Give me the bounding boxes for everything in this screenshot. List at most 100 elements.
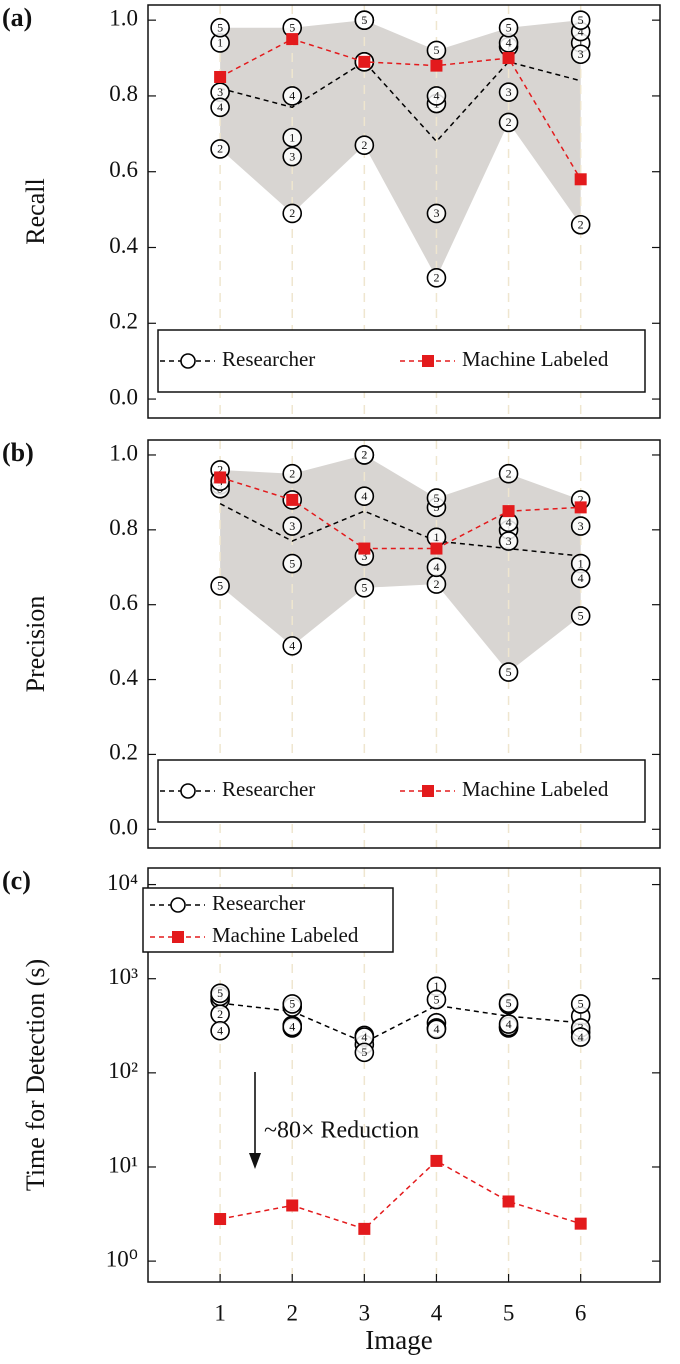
x-tick-label: 1 xyxy=(214,1300,226,1325)
circle-marker xyxy=(282,203,303,224)
y-tick-label: 1.0 xyxy=(109,440,138,465)
circle-marker xyxy=(282,516,303,536)
annotator-label: 5 xyxy=(506,665,512,679)
panel-label: (b) xyxy=(2,438,34,467)
annotator-label: 5 xyxy=(217,20,223,34)
circle-marker xyxy=(570,568,591,589)
square-marker xyxy=(502,1195,515,1208)
square-marker xyxy=(172,931,184,943)
annotator-label: 1 xyxy=(217,36,223,50)
square-marker xyxy=(574,501,587,514)
annotator-label: 5 xyxy=(433,43,439,57)
y-tick-label: 0.2 xyxy=(109,740,138,765)
y-tick-label: 0.6 xyxy=(109,590,138,615)
circle-marker xyxy=(354,135,375,155)
square-marker xyxy=(214,471,227,484)
y-axis-label: Precision xyxy=(21,596,50,693)
panel-label: (a) xyxy=(2,3,32,32)
annotator-label: 3 xyxy=(289,519,295,533)
series-line xyxy=(219,502,581,557)
circle-marker xyxy=(210,576,230,596)
annotator-label: 3 xyxy=(506,534,512,548)
x-tick-label: 3 xyxy=(359,1300,371,1325)
x-tick-label: 6 xyxy=(575,1300,587,1325)
legend-label: Machine Labeled xyxy=(462,777,609,801)
annotator-label: 1 xyxy=(433,530,439,544)
circle-marker xyxy=(570,1027,591,1047)
annotator-label: 4 xyxy=(506,515,512,529)
annotator-label: 5 xyxy=(217,579,223,593)
arrow-head xyxy=(249,1153,261,1169)
square-marker xyxy=(422,355,434,367)
annotator-label: 1 xyxy=(578,1009,584,1023)
circle-marker xyxy=(282,636,303,656)
square-marker xyxy=(574,1217,587,1230)
circle-marker xyxy=(426,86,447,106)
square-marker xyxy=(358,55,371,68)
circle-marker xyxy=(570,10,591,30)
annotator-label: 5 xyxy=(506,996,512,1010)
legend-label: Machine Labeled xyxy=(462,347,609,371)
circle-marker xyxy=(498,112,519,133)
circle-marker xyxy=(210,139,230,159)
annotator-label: 4 xyxy=(289,89,295,103)
series-line xyxy=(219,60,581,143)
plot-frame xyxy=(147,439,661,849)
y-tick-label: 10⁰ xyxy=(106,1246,138,1271)
annotator-label: 4 xyxy=(506,36,512,50)
square-marker xyxy=(502,52,515,65)
x-axis-label: Image xyxy=(365,1325,432,1355)
annotator-label: 3 xyxy=(217,85,223,99)
annotator-label: 3 xyxy=(578,47,584,61)
annotator-label: 1 xyxy=(578,556,584,570)
annotator-label: 2 xyxy=(361,448,367,462)
annotator-label: 2 xyxy=(578,218,584,232)
series-line xyxy=(220,1002,581,1044)
y-tick-label: 10¹ xyxy=(108,1152,138,1177)
annotator-label: 4 xyxy=(217,1024,223,1038)
y-tick-label: 0.8 xyxy=(109,81,138,106)
circle-marker xyxy=(354,10,375,30)
series-line xyxy=(219,38,582,180)
plot-frame xyxy=(147,867,661,1283)
legend-label: Researcher xyxy=(222,777,315,801)
annotator-label: 2 xyxy=(361,138,367,152)
square-marker xyxy=(214,70,227,83)
circle-marker xyxy=(498,463,519,484)
annotator-label: 4 xyxy=(433,560,439,574)
annotator-label: 3 xyxy=(289,149,295,163)
legend-label: Researcher xyxy=(222,347,315,371)
annotator-label: 5 xyxy=(361,13,367,27)
square-marker xyxy=(286,33,299,46)
circle-marker xyxy=(570,214,591,235)
y-tick-label: 0.8 xyxy=(109,515,138,540)
square-marker xyxy=(286,1199,299,1212)
circle-marker xyxy=(570,44,591,65)
legend-label: Researcher xyxy=(212,891,305,915)
circle-marker xyxy=(210,983,230,1004)
circle-marker xyxy=(426,488,447,508)
annotator-label: 2 xyxy=(578,493,584,507)
annotator-label: 5 xyxy=(578,609,584,623)
range-band xyxy=(220,454,581,673)
y-tick-label: 0.4 xyxy=(109,233,138,258)
square-marker xyxy=(502,505,515,518)
circle-marker xyxy=(426,40,447,61)
circle-marker xyxy=(282,1016,303,1037)
circle-marker xyxy=(498,993,519,1013)
annotator-label: 3 xyxy=(578,519,584,533)
annotator-label: 3 xyxy=(361,549,367,563)
x-tick-label: 2 xyxy=(286,1300,298,1325)
annotator-label: 1 xyxy=(289,130,295,144)
circle-marker xyxy=(570,994,591,1014)
y-tick-label: 0.6 xyxy=(109,157,138,182)
annotator-label: 4 xyxy=(289,1019,295,1033)
annotator-label: 5 xyxy=(578,13,584,27)
circle-marker xyxy=(426,557,447,578)
annotator-label: 5 xyxy=(217,986,223,1000)
circle-marker xyxy=(498,1014,519,1034)
range-band xyxy=(220,20,581,278)
circle-marker xyxy=(282,463,303,484)
annotation: ~80× Reduction xyxy=(264,1118,419,1144)
